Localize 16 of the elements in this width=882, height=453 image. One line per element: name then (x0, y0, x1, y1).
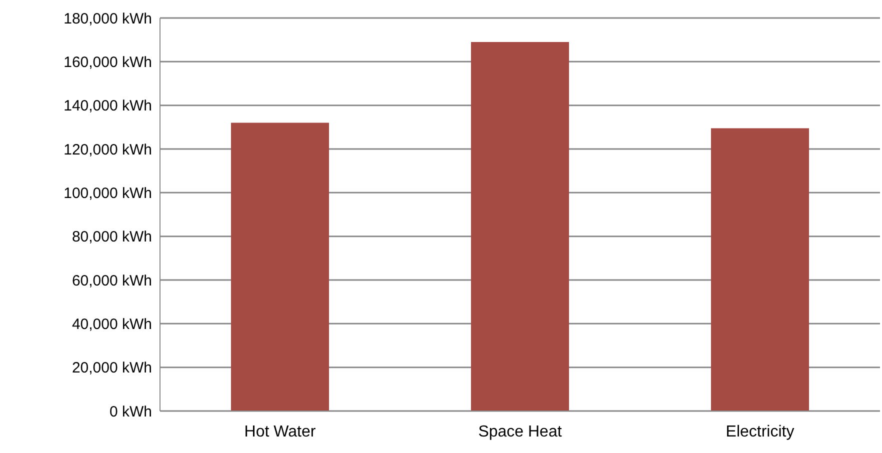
x-tick-label: Hot Water (244, 423, 316, 440)
y-tick-label: 40,000 kWh (72, 316, 152, 333)
y-tick-label: 60,000 kWh (72, 272, 152, 290)
y-tick-label: 20,000 kWh (72, 360, 152, 377)
y-tick-label: 140,000 kWh (64, 98, 152, 115)
bar (471, 42, 569, 411)
y-tick-label: 80,000 kWh (72, 228, 152, 246)
y-tick-label: 100,000 kWh (64, 184, 152, 202)
y-tick-label: 160,000 kWh (64, 54, 152, 71)
y-tick-label: 180,000 kWh (64, 10, 152, 28)
y-tick-label: 120,000 kWh (64, 141, 152, 158)
bar (711, 128, 809, 411)
bar (231, 122, 329, 411)
x-tick-label: Electricity (726, 423, 794, 440)
y-tick-label: 0 kWh (109, 403, 152, 420)
x-tick-label: Space Heat (478, 423, 562, 440)
